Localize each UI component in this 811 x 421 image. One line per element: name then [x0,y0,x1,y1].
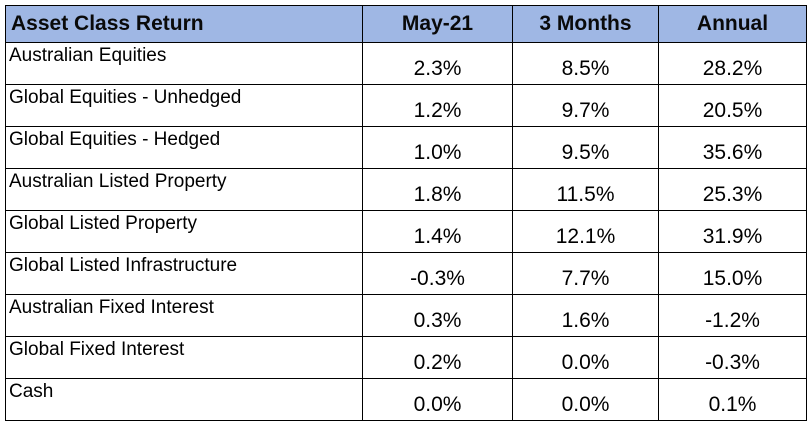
row-3-months-value: 9.7% [512,84,659,127]
row-annual-value: 15.0% [658,252,807,295]
row-3-months-value: 0.0% [512,336,659,379]
row-3-months-value: 0.0% [512,378,659,421]
row-annual-value: 0.1% [658,378,807,421]
table-row: Global Listed Infrastructure -0.3% 7.7% … [5,252,807,295]
row-may21-value: 0.0% [362,378,513,421]
header-annual: Annual [658,5,807,43]
row-asset-name: Australian Equities [5,42,363,85]
header-may-21: May-21 [362,5,513,43]
table-row: Global Equities - Hedged 1.0% 9.5% 35.6% [5,126,807,169]
table-row: Australian Fixed Interest 0.3% 1.6% -1.2… [5,294,807,337]
row-asset-name: Global Fixed Interest [5,336,363,379]
row-may21-value: 0.3% [362,294,513,337]
row-asset-name: Australian Fixed Interest [5,294,363,337]
row-asset-name: Global Listed Infrastructure [5,252,363,295]
table-header-row: Asset Class Return May-21 3 Months Annua… [5,5,807,43]
row-3-months-value: 12.1% [512,210,659,253]
row-may21-value: 2.3% [362,42,513,85]
row-annual-value: 28.2% [658,42,807,85]
header-asset-class-return: Asset Class Return [5,5,363,43]
row-3-months-value: 7.7% [512,252,659,295]
row-asset-name: Global Equities - Hedged [5,126,363,169]
table-row: Global Equities - Unhedged 1.2% 9.7% 20.… [5,84,807,127]
row-3-months-value: 1.6% [512,294,659,337]
row-3-months-value: 11.5% [512,168,659,211]
row-may21-value: 1.0% [362,126,513,169]
row-may21-value: 1.2% [362,84,513,127]
row-may21-value: 0.2% [362,336,513,379]
row-3-months-value: 9.5% [512,126,659,169]
row-may21-value: -0.3% [362,252,513,295]
table-row: Global Listed Property 1.4% 12.1% 31.9% [5,210,807,253]
row-asset-name: Australian Listed Property [5,168,363,211]
header-3-months: 3 Months [512,5,659,43]
row-asset-name: Global Equities - Unhedged [5,84,363,127]
table-row: Global Fixed Interest 0.2% 0.0% -0.3% [5,336,807,379]
row-may21-value: 1.4% [362,210,513,253]
table-row: Australian Equities 2.3% 8.5% 28.2% [5,42,807,85]
row-asset-name: Cash [5,378,363,421]
row-annual-value: -0.3% [658,336,807,379]
row-3-months-value: 8.5% [512,42,659,85]
row-asset-name: Global Listed Property [5,210,363,253]
table-row: Australian Listed Property 1.8% 11.5% 25… [5,168,807,211]
row-annual-value: -1.2% [658,294,807,337]
row-annual-value: 35.6% [658,126,807,169]
row-annual-value: 25.3% [658,168,807,211]
row-annual-value: 31.9% [658,210,807,253]
row-may21-value: 1.8% [362,168,513,211]
row-annual-value: 20.5% [658,84,807,127]
table-row: Cash 0.0% 0.0% 0.1% [5,378,807,421]
asset-class-return-table: Asset Class Return May-21 3 Months Annua… [5,5,807,421]
